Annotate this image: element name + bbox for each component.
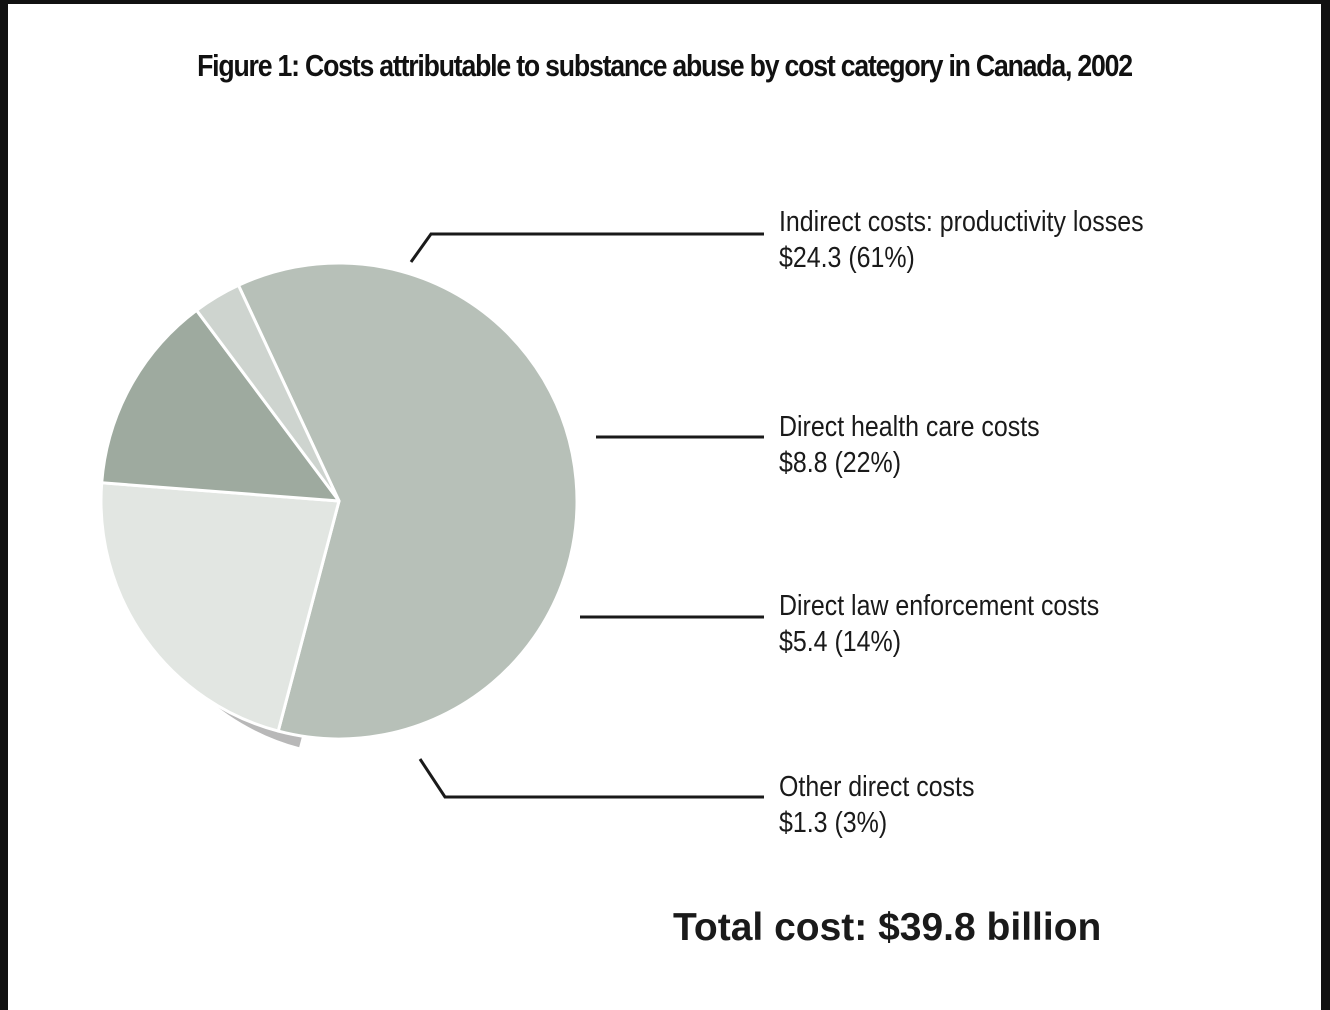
label-health-care-costs: Direct health care costs $8.8 (22%) (779, 409, 1040, 481)
slice-label: Direct health care costs (779, 411, 1040, 443)
slice-label: Direct law enforcement costs (779, 590, 1100, 622)
pie-slice-0 (236, 261, 579, 741)
slice-value: $8.8 (22%) (779, 447, 901, 479)
label-other-direct-costs: Other direct costs $1.3 (3%) (779, 769, 974, 841)
slice-label: Indirect costs: productivity losses (779, 206, 1144, 238)
label-indirect-costs: Indirect costs: productivity losses $24.… (779, 204, 1144, 276)
pie-slice-1 (99, 481, 341, 733)
pie-slices (99, 261, 579, 741)
label-law-enforcement-costs: Direct law enforcement costs $5.4 (14%) (779, 588, 1099, 660)
total-cost: Total cost: $39.8 billion (673, 906, 1102, 949)
slice-value: $24.3 (61%) (779, 242, 915, 274)
leader-lines (409, 232, 764, 799)
pie-slice-3 (195, 283, 341, 503)
figure-frame: Figure 1: Costs attributable to substanc… (8, 4, 1321, 1010)
leader-line-3 (418, 758, 764, 799)
leader-line-0 (409, 232, 764, 263)
slice-label: Other direct costs (779, 771, 975, 803)
pie-slice-2 (100, 308, 341, 503)
slice-value: $1.3 (3%) (779, 807, 888, 839)
chart-title: Figure 1: Costs attributable to substanc… (197, 48, 1133, 83)
pie-chart (99, 232, 764, 799)
slice-value: $5.4 (14%) (779, 626, 901, 658)
